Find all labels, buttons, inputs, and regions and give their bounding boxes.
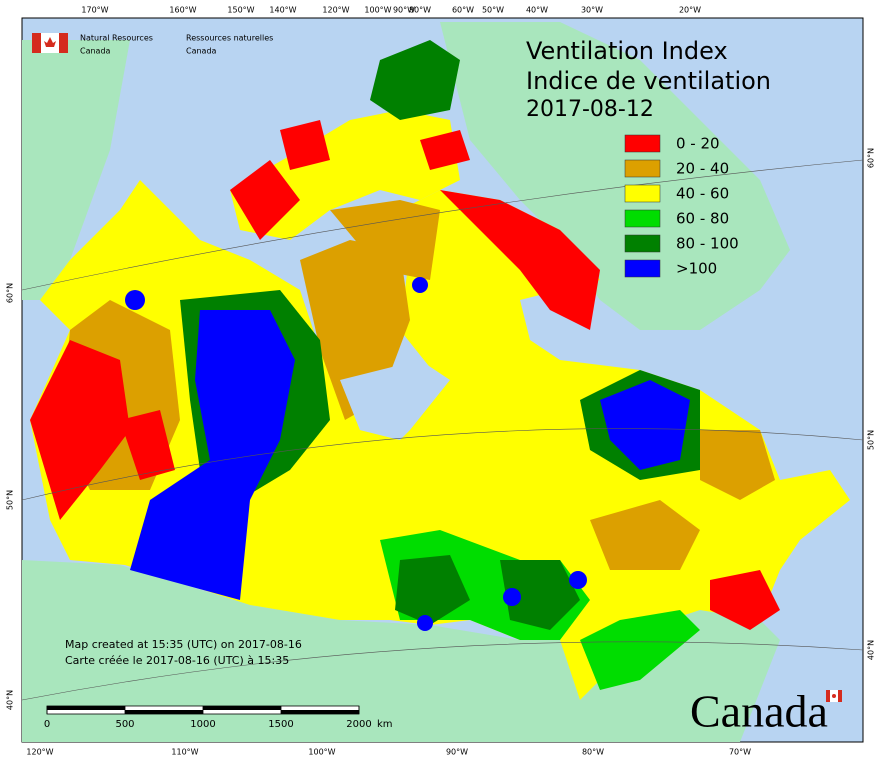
graticule-label: 60°N <box>6 283 15 303</box>
graticule-label: 80°W <box>582 748 604 757</box>
legend-label: 40 - 60 <box>676 185 729 203</box>
scale-label: 1500 <box>268 719 293 730</box>
scale-bar-segment <box>203 706 281 710</box>
canada-index <box>30 40 850 700</box>
scale-bar: 0 500 1000 1500 2000 km <box>44 705 393 730</box>
graticule-label: 50°N <box>6 490 15 510</box>
wordmark-text: Canada <box>690 686 828 737</box>
graticule-label: 60°N <box>867 148 876 168</box>
scale-bar-segment <box>125 710 203 714</box>
foreign-land <box>22 22 790 742</box>
legend-swatch <box>624 134 661 153</box>
scale-label: 1000 <box>190 719 215 730</box>
graticule-label: 70°W <box>729 748 751 757</box>
graticule-label: 40°N <box>867 640 876 660</box>
graticule-label: 50°N <box>867 430 876 450</box>
map-title: Indice de ventilation <box>526 67 771 95</box>
legend-label: 0 - 20 <box>676 135 720 153</box>
agency-fr: Canada <box>186 47 217 56</box>
graticule-label: 50°W <box>482 6 504 15</box>
map-date: 2017-08-12 <box>526 97 654 122</box>
graticule-label: 80°W <box>409 6 431 15</box>
graticule-label: 140°W <box>269 6 296 15</box>
graticule-label: 120°W <box>322 6 349 15</box>
graticule-labels: 170°W 160°W 150°W 140°W 120°W 100°W 90°W80°W 60… <box>6 6 876 757</box>
scale-bar-segment <box>281 710 359 714</box>
graticule-label: 100°W <box>364 6 391 15</box>
agency-logo: Natural Resources Canada Ressources natu… <box>32 33 273 56</box>
agency-en: Canada <box>80 47 111 56</box>
graticule-label: 20°W <box>679 6 701 15</box>
legend-label: >100 <box>676 260 717 278</box>
graticule-label: 110°W <box>171 748 198 757</box>
graticule-label: 100°W <box>308 748 335 757</box>
legend: 0 - 20 20 - 40 40 - 60 60 - 80 80 - 100 >100 <box>624 134 739 278</box>
legend-swatch <box>624 234 661 253</box>
legend-swatch <box>624 184 661 203</box>
graticule-label: 30°W <box>581 6 603 15</box>
legend-swatch <box>624 209 661 228</box>
legend-label: 60 - 80 <box>676 210 729 228</box>
agency-en: Natural Resources <box>80 34 153 43</box>
graticule-label: 160°W <box>169 6 196 15</box>
graticule-label: 40°W <box>526 6 548 15</box>
credit: Map created at 15:35 (UTC) on 2017-08-16 <box>65 638 302 651</box>
scale-label: 500 <box>115 719 134 730</box>
legend-swatch <box>624 159 661 178</box>
wordmark: Canada <box>690 686 842 737</box>
graticule-label: 60°W <box>452 6 474 15</box>
graticule <box>21 159 864 701</box>
graticule-label: 150°W <box>227 6 254 15</box>
graticule-label: 90°W <box>446 748 468 757</box>
legend-swatch <box>624 259 661 278</box>
graticule-label: 120°W <box>26 748 53 757</box>
graticule-label: 90°W <box>393 6 415 15</box>
hudson-bay <box>340 360 450 440</box>
scale-label: 0 <box>44 719 50 730</box>
scale-unit: km <box>377 719 393 730</box>
legend-label: 20 - 40 <box>676 160 729 178</box>
map-title: Ventilation Index <box>526 37 728 65</box>
legend-label: 80 - 100 <box>676 235 739 253</box>
scale-label: 2000 <box>346 719 371 730</box>
scale-bar-segment <box>47 706 125 710</box>
credit: Carte créée le 2017-08-16 (UTC) à 15:35 <box>65 654 289 667</box>
graticule-label: 40°N <box>6 690 15 710</box>
agency-fr: Ressources naturelles <box>186 34 273 43</box>
graticule-label: 170°W <box>81 6 108 15</box>
